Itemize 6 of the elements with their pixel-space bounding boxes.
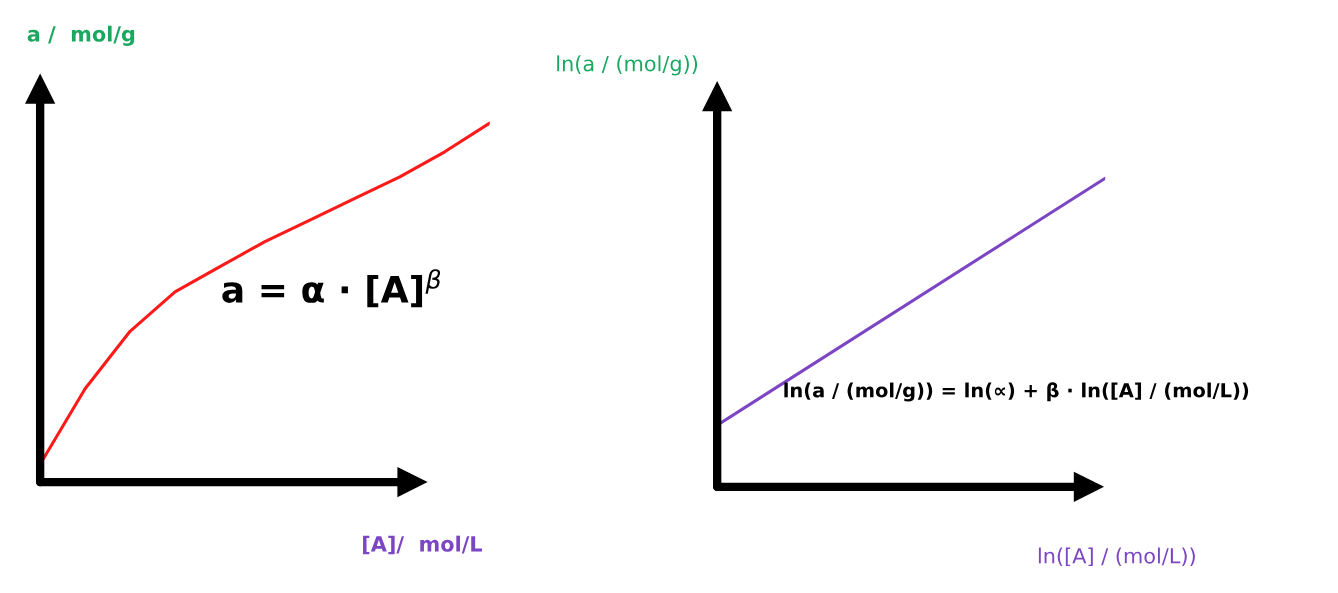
annotation: a = α · [A]$^{β}$: [222, 269, 441, 308]
x-axis-title: [A]/ mol/L: [363, 535, 483, 555]
y-axis-title: a / mol/g: [27, 25, 135, 47]
annotation: ln(a / (mol/g)) = ln(∝) + β · ln([A] / (mol/L)): [784, 382, 1249, 402]
y-axis-title: ln(a / (mol/g)): [557, 55, 698, 76]
x-axis-title: ln([A] / (mol/L)): [1038, 547, 1195, 567]
